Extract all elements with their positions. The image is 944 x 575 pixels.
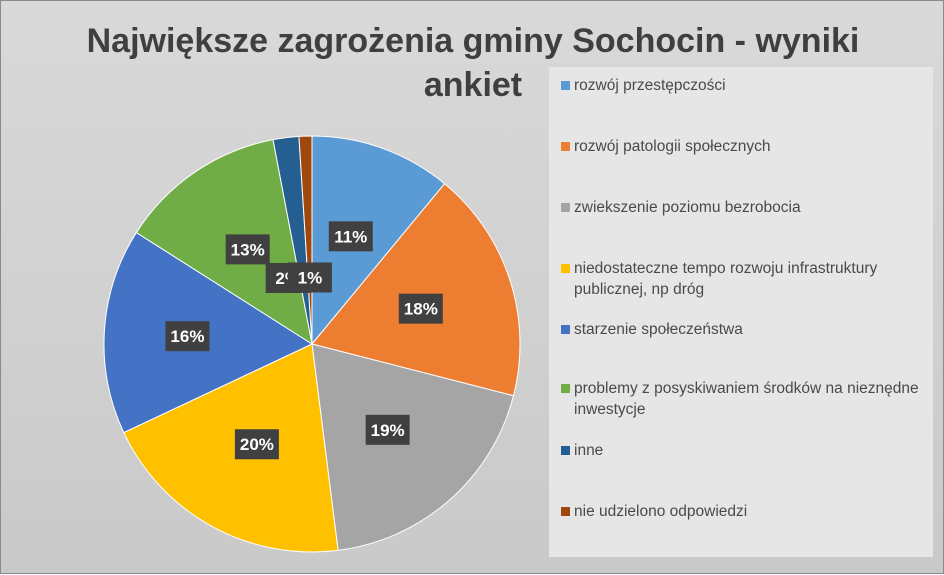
legend-label: starzenie społeczeństwa bbox=[574, 321, 743, 338]
legend-label: problemy z posyskiwaniem środków na niez… bbox=[574, 380, 919, 418]
chart-title-line1: Największe zagrożenia gminy Sochocin - w… bbox=[86, 22, 860, 60]
pie-data-label: 16% bbox=[165, 321, 210, 352]
pie-data-label: 1% bbox=[287, 262, 332, 293]
legend-label: niedostateczne tempo rozwoju infrastrukt… bbox=[574, 260, 878, 298]
data-label-text: 13% bbox=[231, 240, 265, 259]
data-label-text: 1% bbox=[298, 268, 323, 287]
legend-swatch bbox=[561, 142, 570, 151]
chart-title-line2: ankiet bbox=[423, 66, 523, 104]
pie-slice bbox=[311, 343, 515, 551]
legend-item: rozwój patologii społecznych bbox=[561, 136, 921, 157]
legend-swatch bbox=[561, 81, 570, 90]
legend-item: niedostateczne tempo rozwoju infrastrukt… bbox=[561, 258, 921, 300]
legend-swatch bbox=[561, 507, 570, 516]
chart-legend: rozwój przestępczości rozwój patologii sp… bbox=[549, 67, 933, 557]
legend-item: rozwój przestępczości bbox=[561, 75, 921, 96]
legend-item: inne bbox=[561, 440, 921, 461]
legend-swatch bbox=[561, 446, 570, 455]
pie-slice bbox=[311, 135, 446, 346]
data-label-text: 18% bbox=[404, 300, 438, 319]
legend-item: problemy z posyskiwaniem środków na niez… bbox=[561, 378, 921, 420]
legend-label: rozwój patologii społecznych bbox=[574, 138, 771, 155]
data-label-text: 16% bbox=[170, 327, 204, 346]
legend-label: rozwój przestępczości bbox=[574, 77, 726, 94]
pie-data-label: 11% bbox=[328, 221, 373, 252]
legend-swatch bbox=[561, 264, 570, 273]
pie-data-labels: 11%18%19%20%16%13%2%1% bbox=[165, 221, 443, 460]
legend-swatch bbox=[561, 325, 570, 334]
pie-data-label: 20% bbox=[234, 429, 279, 460]
data-label-box bbox=[365, 414, 410, 445]
data-label-box bbox=[165, 321, 210, 352]
legend-label: nie udzielono odpowiedzi bbox=[574, 503, 748, 520]
data-label-box bbox=[234, 429, 279, 460]
legend-swatch bbox=[561, 203, 570, 212]
legend-item: starzenie społeczeństwa bbox=[561, 319, 921, 340]
data-label-text: 19% bbox=[371, 421, 405, 440]
data-label-box bbox=[398, 293, 443, 324]
chart-title: Największe zagrożenia gminy Sochocin - w… bbox=[1, 19, 944, 107]
data-label-box bbox=[225, 234, 270, 265]
pie-data-label: 13% bbox=[225, 234, 270, 265]
data-label-text: 11% bbox=[334, 227, 367, 246]
data-label-box bbox=[328, 221, 373, 252]
legend-swatch bbox=[561, 384, 570, 393]
pie-data-label: 19% bbox=[365, 414, 410, 445]
pie-data-label: 18% bbox=[398, 293, 443, 324]
legend-label: zwiekszenie poziomu bezrobocia bbox=[574, 199, 801, 216]
pie-slice bbox=[123, 343, 339, 553]
legend-item: zwiekszenie poziomu bezrobocia bbox=[561, 197, 921, 218]
legend-label: inne bbox=[574, 442, 604, 459]
legend-item: nie udzielono odpowiedzi bbox=[561, 501, 921, 522]
pie-slice bbox=[311, 183, 521, 397]
data-label-text: 20% bbox=[240, 435, 274, 454]
data-label-box bbox=[287, 262, 332, 293]
